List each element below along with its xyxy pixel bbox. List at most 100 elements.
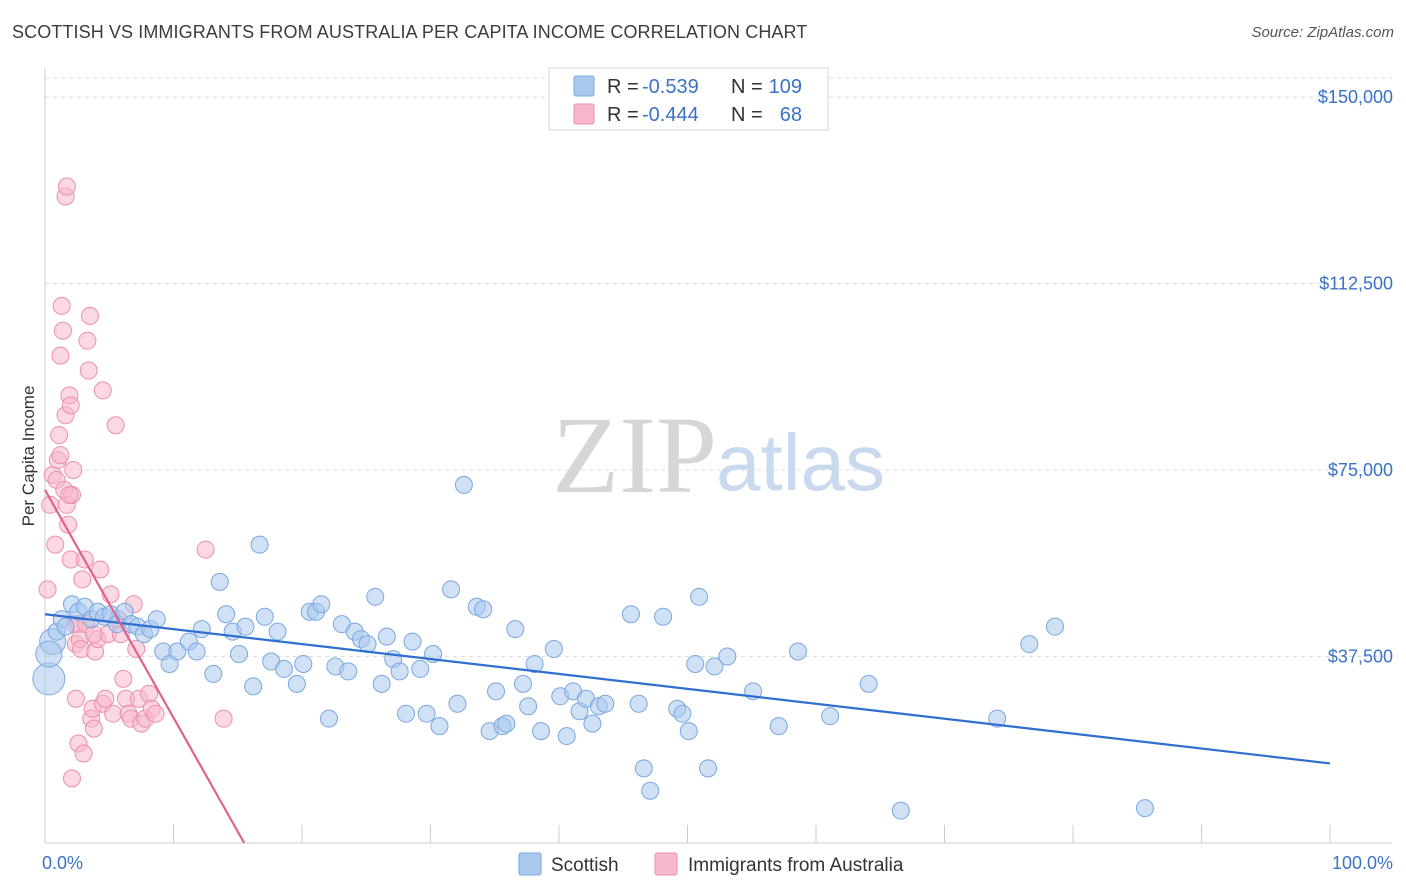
point-scottish-92 [690, 587, 709, 606]
point-australia-43 [114, 669, 133, 688]
point-australia-13 [59, 515, 78, 534]
point-australia-8 [52, 296, 71, 315]
point-scottish-70 [514, 674, 533, 693]
legend-box [548, 67, 829, 131]
point-scottish-73 [532, 722, 551, 741]
point-scottish-71 [519, 697, 538, 716]
series-immigrants-from-australia [38, 177, 233, 788]
point-scottish-60 [442, 580, 461, 599]
point-australia-60 [66, 689, 85, 708]
bottom-legend-label-australia: Immigrants from Australia [688, 855, 904, 876]
watermark: ZIP atlas [552, 394, 885, 516]
point-scottish-68 [497, 714, 516, 733]
point-scottish-102 [988, 709, 1007, 728]
point-scottish-62 [454, 475, 473, 494]
point-scottish-61 [448, 694, 467, 713]
point-scottish-33 [255, 607, 274, 626]
point-scottish-90 [679, 722, 698, 741]
point-scottish-86 [641, 781, 660, 800]
bottom-legend-label-scottish: Scottish [551, 855, 619, 876]
point-australia-39 [104, 704, 123, 723]
point-australia-59 [62, 769, 81, 788]
y-tick-label-1: $75,000 [1328, 460, 1393, 480]
trend-line-australia [44, 489, 246, 844]
point-scottish-85 [634, 759, 653, 778]
point-scottish-99 [821, 707, 840, 726]
point-scottish-80 [583, 714, 602, 733]
legend: R = -0.539 N = 109 R = -0.444 N = 68 [548, 67, 829, 131]
point-australia-54 [146, 704, 165, 723]
point-scottish-45 [339, 662, 358, 681]
point-scottish-100 [859, 674, 878, 693]
point-scottish-76 [557, 727, 576, 746]
series-scottish [32, 475, 1154, 820]
point-scottish-98 [789, 642, 808, 661]
legend-r-value-scottish: -0.539 [642, 76, 699, 98]
point-scottish-55 [403, 632, 422, 651]
y-tick-label-2: $112,500 [1319, 274, 1393, 294]
point-australia-26 [78, 331, 97, 350]
y-tick-labels: $37,500 $75,000 $112,500 $150,000 [1318, 87, 1393, 667]
point-scottish-87 [654, 607, 673, 626]
point-scottish-74 [544, 640, 563, 659]
point-scottish-51 [377, 627, 396, 646]
legend-r-label: R = [607, 104, 639, 126]
legend-swatch-scottish [573, 75, 595, 97]
point-australia-17 [64, 461, 83, 479]
chart-title: SCOTTISH VS IMMIGRANTS FROM AUSTRALIA PE… [12, 22, 808, 42]
point-australia-40 [106, 416, 125, 435]
point-scottish-57 [417, 704, 436, 723]
point-scottish-105 [1135, 799, 1154, 818]
point-australia-66 [84, 625, 103, 644]
legend-r-value-australia: -0.444 [642, 104, 699, 126]
point-scottish-42 [319, 709, 338, 728]
legend-r-label: R = [607, 76, 639, 98]
point-scottish-82 [596, 694, 615, 713]
gridlines [45, 77, 1392, 657]
y-tick-label-0: $37,500 [1328, 647, 1393, 667]
legend-swatch-australia [573, 103, 595, 125]
legend-n-value-australia: 68 [780, 104, 802, 126]
point-australia-9 [53, 321, 72, 340]
bottom-legend-swatch-australia [654, 852, 678, 876]
point-australia-7 [51, 346, 70, 365]
x-tick-label-1: 100.0% [1332, 853, 1393, 873]
point-scottish-35 [268, 622, 287, 641]
point-scottish-29 [230, 645, 249, 664]
point-scottish-0 [32, 662, 66, 696]
legend-n-label: N = [731, 104, 763, 126]
x-tick-labels: 0.0% 100.0% [42, 853, 1393, 873]
point-australia-23 [73, 570, 92, 589]
point-australia-34 [91, 560, 110, 579]
point-australia-63 [93, 381, 112, 400]
watermark-atlas: atlas [716, 418, 885, 507]
point-australia-55 [196, 540, 215, 559]
point-scottish-91 [686, 654, 705, 673]
point-australia-31 [84, 719, 103, 738]
point-australia-0 [38, 580, 57, 599]
point-scottish-54 [397, 704, 416, 723]
bottom-legend-swatch-scottish [518, 852, 542, 876]
point-scottish-83 [621, 605, 640, 624]
source-label: Source: ZipAtlas.com [1251, 24, 1394, 41]
point-australia-27 [79, 361, 98, 380]
point-scottish-106 [35, 640, 63, 668]
point-scottish-24 [192, 620, 211, 639]
point-australia-65 [61, 396, 80, 415]
point-scottish-27 [217, 605, 236, 624]
point-scottish-95 [718, 647, 737, 666]
point-scottish-37 [287, 674, 306, 693]
point-scottish-103 [1020, 635, 1039, 654]
point-australia-52 [140, 684, 159, 703]
point-scottish-31 [244, 677, 263, 696]
point-scottish-23 [187, 642, 206, 661]
point-scottish-72 [525, 654, 544, 673]
point-australia-58 [57, 177, 76, 196]
point-australia-36 [96, 689, 115, 708]
point-scottish-64 [474, 600, 493, 619]
point-scottish-25 [204, 664, 223, 683]
x-tick-label-0: 0.0% [42, 853, 83, 873]
point-scottish-89 [673, 704, 692, 723]
point-scottish-101 [891, 801, 910, 820]
